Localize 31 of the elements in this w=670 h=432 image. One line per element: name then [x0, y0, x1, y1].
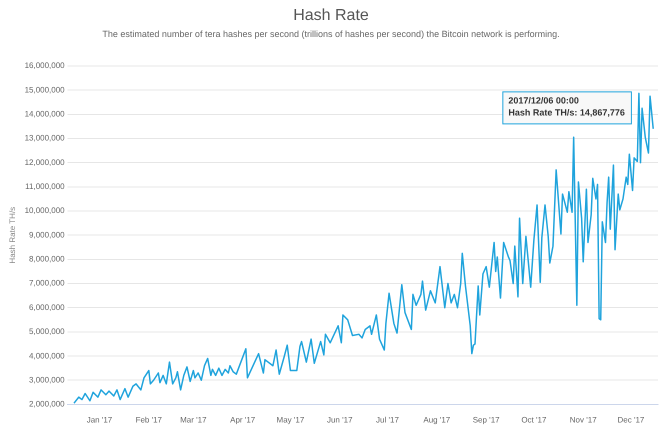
- x-tick-label: May '17: [276, 415, 305, 424]
- chart-title: Hash Rate: [293, 7, 369, 24]
- x-tick-label: Sep '17: [472, 415, 500, 424]
- x-tick-label: Nov '17: [570, 415, 598, 424]
- y-tick-label: 9,000,000: [29, 230, 66, 240]
- annotation: 2017/12/06 00:00 Hash Rate TH/s: 14,867,776: [508, 95, 625, 118]
- x-tick-label: Jul '17: [376, 415, 400, 424]
- y-tick-label: 8,000,000: [29, 254, 66, 264]
- x-tick-label: Feb '17: [136, 415, 163, 424]
- y-tick-label: 2,000,000: [29, 400, 66, 409]
- y-tick-label: 13,000,000: [24, 134, 66, 143]
- y-tick-label: 10,000,000: [24, 206, 66, 216]
- y-tick-label: 7,000,000: [29, 278, 66, 288]
- x-tick-label: Aug '17: [423, 415, 451, 424]
- x-tick-label: Apr '17: [230, 415, 256, 424]
- y-axis-title: Hash Rate TH/s: [8, 206, 18, 264]
- x-tick-label: Mar '17: [180, 415, 208, 424]
- x-tick-label: Dec '17: [618, 415, 645, 424]
- x-tick-label: Oct '17: [521, 415, 547, 424]
- y-tick-label: 11,000,000: [25, 182, 66, 192]
- y-tick-label: 4,000,000: [29, 351, 66, 360]
- y-tick-label: 3,000,000: [29, 375, 66, 384]
- y-tick-label: 14,000,000: [24, 110, 66, 119]
- y-tick-label: 5,000,000: [29, 327, 66, 336]
- x-tick-label: Jan '17: [86, 415, 113, 424]
- y-tick-label: 6,000,000: [29, 302, 66, 312]
- chart-subtitle: The estimated number of tera hashes per second (trillions of hashes per second) the Bitcoin network is performing.: [102, 29, 560, 40]
- y-tick-label: 12,000,000: [24, 158, 66, 167]
- y-tick-label: 16,000,000: [24, 61, 66, 70]
- y-tick-label: 15,000,000: [24, 85, 66, 94]
- x-tick-label: Jun '17: [326, 415, 354, 424]
